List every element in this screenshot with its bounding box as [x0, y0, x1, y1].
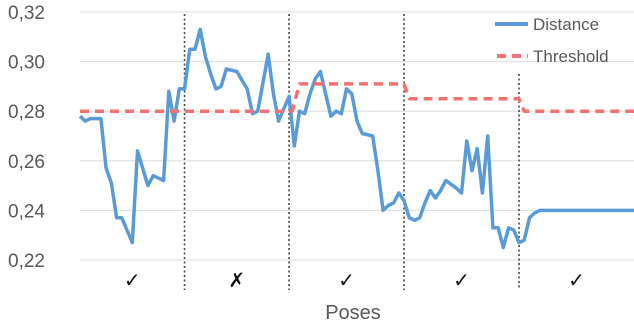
series [78, 27, 634, 250]
segment-mark: ✓ [338, 268, 355, 292]
segment-mark: ✗ [228, 268, 245, 292]
legend-label-threshold: Threshold [533, 47, 609, 66]
legend-label-distance: Distance [533, 15, 599, 34]
y-tick-label: 0,24 [8, 201, 45, 222]
x-axis-label: Poses [325, 302, 381, 324]
y-tick-label: 0,22 [8, 251, 45, 272]
segment-marks: ✓ ✗ ✓ ✓ ✓ [124, 268, 585, 292]
segment-separators [183, 14, 520, 290]
y-tick-label: 0,30 [8, 53, 45, 74]
segment-mark: ✓ [568, 268, 585, 292]
y-axis: 0,22 0,24 0,26 0,28 0,30 0,32 [8, 3, 45, 272]
segment-mark: ✓ [124, 268, 141, 292]
legend: Distance Threshold [495, 15, 609, 66]
segment-mark: ✓ [453, 268, 470, 292]
series-line-distance [78, 27, 634, 250]
y-tick-label: 0,26 [8, 152, 45, 173]
series-line-threshold [80, 82, 634, 113]
y-tick-label: 0,32 [8, 3, 45, 24]
y-tick-label: 0,28 [8, 102, 45, 123]
